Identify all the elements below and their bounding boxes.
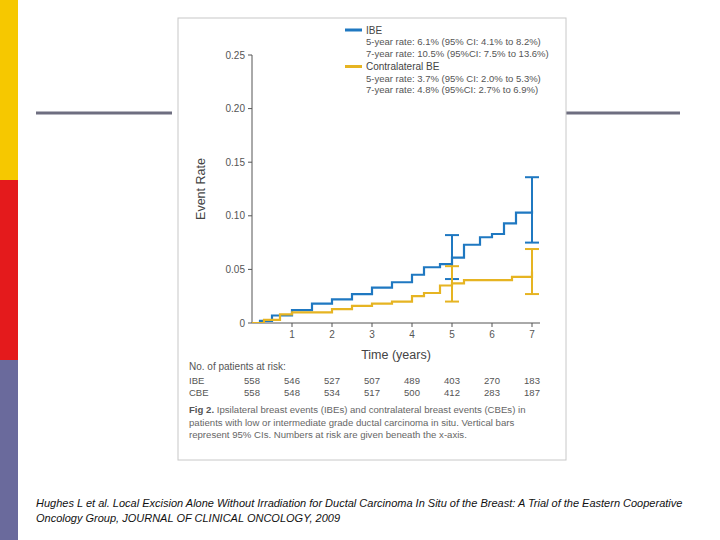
at-risk-value: 283	[484, 387, 500, 398]
x-tick-label: 5	[449, 329, 455, 340]
legend-swatch	[345, 29, 362, 32]
error-bar-cap	[445, 234, 459, 236]
x-tick-label: 2	[329, 329, 335, 340]
at-risk-row-label: IBE	[189, 375, 204, 386]
at-risk-value: 507	[364, 375, 380, 386]
y-tick-label: 0.25	[226, 50, 246, 61]
x-tick-label: 7	[529, 329, 535, 340]
legend-note: 7-year rate: 10.5% (95%CI: 7.5% to 13.6%…	[366, 48, 549, 59]
x-axis	[252, 323, 540, 324]
at-risk-value: 183	[524, 375, 540, 386]
error-bar-cap	[525, 293, 539, 295]
side-strip	[0, 0, 18, 180]
at-risk-value: 534	[324, 387, 340, 398]
error-bar-stem	[531, 249, 533, 294]
plot-area	[252, 177, 539, 323]
chart-svg: 0 0.05 0.10 0.15 0.20 0.25 1 2 3 4 5 6 7 Time (years)…	[0, 0, 720, 540]
at-risk-value: 558	[244, 387, 260, 398]
x-tick	[532, 323, 533, 327]
at-risk-value: 270	[484, 375, 500, 386]
caption-label: Fig 2.	[189, 404, 214, 415]
x-tick-label: 1	[289, 329, 295, 340]
y-axis	[252, 55, 253, 323]
y-tick	[248, 108, 252, 109]
legend-label: IBE	[366, 25, 382, 36]
error-bar-cap	[445, 265, 459, 267]
legend-label: Contralateral BE	[366, 61, 440, 72]
at-risk-value: 187	[524, 387, 540, 398]
x-tick-label: 6	[489, 329, 495, 340]
y-tick	[248, 162, 252, 163]
error-bar-stem	[531, 177, 533, 242]
at-risk-row-label: CBE	[189, 387, 209, 398]
x-axis-label: Time (years)	[361, 348, 431, 362]
legend-swatch	[345, 65, 362, 68]
x-tick	[372, 323, 373, 327]
x-tick	[492, 323, 493, 327]
at-risk-value: 558	[244, 375, 260, 386]
x-tick	[292, 323, 293, 327]
error-bar-cap	[525, 242, 539, 244]
legend-note: 5-year rate: 3.7% (95% CI: 2.0% to 5.3%)	[366, 73, 541, 84]
y-tick	[248, 323, 252, 324]
caption-text: Ipsilateral breast events (IBEs) and con…	[189, 404, 525, 440]
x-tick	[412, 323, 413, 327]
x-tick-label: 4	[409, 329, 415, 340]
rule	[564, 112, 680, 115]
at-risk-value: 489	[404, 375, 420, 386]
y-tick	[248, 215, 252, 216]
series-line	[252, 210, 532, 323]
at-risk-title: No. of patients at risk:	[189, 361, 286, 372]
figure-caption: Fig 2. Ipsilateral breast events (IBEs) …	[189, 404, 555, 442]
at-risk-value: 527	[324, 375, 340, 386]
citation: Hughes L et al. Local Excision Alone Wit…	[36, 496, 706, 526]
x-tick	[332, 323, 333, 327]
y-axis-label: Event Rate	[194, 158, 208, 220]
y-tick-label: 0.15	[226, 157, 246, 168]
error-bar	[525, 249, 539, 294]
error-bar-cap	[525, 176, 539, 178]
slide: 0 0.05 0.10 0.15 0.20 0.25 1 2 3 4 5 6 7 Time (years)…	[0, 0, 720, 540]
at-risk-value: 412	[444, 387, 460, 398]
y-tick-label: 0.05	[226, 264, 246, 275]
y-tick	[248, 269, 252, 270]
error-bar-cap	[525, 248, 539, 250]
x-tick	[452, 323, 453, 327]
side-strip	[0, 360, 18, 540]
side-strip	[0, 180, 18, 360]
figure-box	[178, 18, 566, 460]
error-bar	[525, 177, 539, 242]
x-tick-label: 3	[369, 329, 375, 340]
series-line	[252, 272, 532, 323]
y-tick-label: 0	[239, 318, 245, 329]
at-risk-value: 403	[444, 375, 460, 386]
at-risk-value: 500	[404, 387, 420, 398]
error-bar-cap	[445, 301, 459, 303]
legend-note: 7-year rate: 4.8% (95%CI: 2.7% to 6.9%)	[366, 84, 538, 95]
error-bar	[445, 266, 459, 301]
rule	[36, 112, 172, 115]
legend-note: 5-year rate: 6.1% (95% CI: 4.1% to 8.2%)	[366, 36, 541, 47]
at-risk-value: 548	[284, 387, 300, 398]
at-risk-value: 546	[284, 375, 300, 386]
y-tick-label: 0.20	[226, 103, 246, 114]
at-risk-value: 517	[364, 387, 380, 398]
error-bar-stem	[451, 266, 453, 301]
y-tick-label: 0.10	[226, 210, 246, 221]
y-tick	[248, 55, 252, 56]
